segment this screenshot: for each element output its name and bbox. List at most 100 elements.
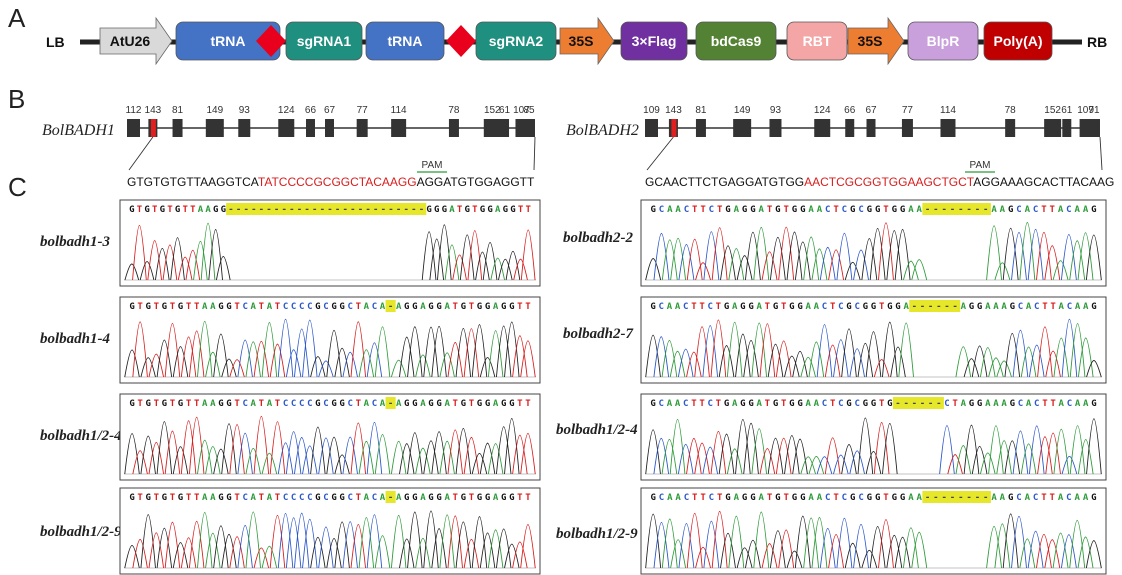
svg-text:T: T	[781, 399, 787, 409]
svg-text:A: A	[732, 302, 738, 312]
sample-label: bolbadh1-4	[40, 331, 111, 347]
exon-length-label: 81	[695, 105, 707, 116]
svg-text:-: -	[289, 205, 294, 215]
svg-text:G: G	[850, 205, 855, 215]
svg-text:G: G	[742, 493, 747, 503]
svg-text:-: -	[228, 205, 233, 215]
chromatogram-5: bolbadh2-2G C A A C T T C T G A G G A T G T G G A A C T C G C G G T G…	[563, 199, 1107, 287]
svg-text:C: C	[1066, 493, 1071, 503]
svg-text:C: C	[307, 493, 312, 503]
svg-text:G: G	[162, 399, 167, 409]
svg-text:-: -	[358, 205, 363, 215]
svg-text:T: T	[517, 493, 523, 503]
svg-text:A: A	[808, 205, 814, 215]
svg-text:T: T	[879, 302, 885, 312]
svg-text:C: C	[854, 399, 859, 409]
svg-text:T: T	[518, 205, 524, 215]
svg-text:A: A	[1075, 399, 1081, 409]
exon-length-label: 91	[1088, 105, 1100, 116]
svg-text:G: G	[748, 399, 753, 409]
panel-label-a: A	[8, 3, 26, 33]
svg-text:A: A	[1000, 493, 1006, 503]
svg-text:A: A	[202, 399, 208, 409]
svg-text:G: G	[412, 302, 417, 312]
sequence-flank-5p: GCAACTTCTGAGGATGTGG	[645, 175, 804, 189]
svg-text:G: G	[315, 399, 320, 409]
exon-length-label: 67	[324, 105, 336, 116]
svg-text:A: A	[917, 493, 923, 503]
svg-text:T: T	[137, 399, 143, 409]
svg-text:-: -	[936, 302, 941, 312]
svg-text:G: G	[509, 302, 514, 312]
svg-text:T: T	[781, 302, 787, 312]
svg-text:-: -	[983, 493, 988, 503]
svg-text:A: A	[734, 205, 740, 215]
svg-text:T: T	[234, 399, 240, 409]
svg-text:G: G	[850, 493, 855, 503]
svg-text:A: A	[985, 399, 991, 409]
svg-text:C: C	[1067, 302, 1072, 312]
svg-text:G: G	[226, 302, 231, 312]
gene-model-bolbadh1: BolBADH1 112 143 81 149 93 124 66 67 77 114 78 1526…	[42, 105, 536, 189]
svg-text:C: C	[1016, 493, 1021, 503]
svg-text:T: T	[259, 493, 265, 503]
svg-text:C: C	[709, 205, 714, 215]
chromatogram-frame	[640, 199, 1107, 287]
svg-text:C: C	[1033, 493, 1038, 503]
exon-15	[523, 119, 535, 137]
exon-9	[901, 119, 913, 137]
svg-text:G: G	[800, 205, 805, 215]
svg-text:A: A	[267, 302, 273, 312]
svg-text:T: T	[170, 302, 176, 312]
svg-text:-: -	[388, 493, 393, 503]
svg-text:T: T	[154, 399, 160, 409]
exon-7	[845, 119, 855, 137]
svg-text:C: C	[291, 399, 296, 409]
svg-text:T: T	[525, 493, 531, 503]
deletion-highlight	[892, 397, 944, 409]
sgrna-target-sequence: AACTCGCGGTGGAAGCTGCT	[804, 175, 975, 189]
svg-text:G: G	[339, 399, 344, 409]
deletion-highlight	[922, 203, 991, 215]
svg-text:G: G	[871, 302, 876, 312]
exon-1	[645, 119, 658, 137]
svg-text:A: A	[202, 493, 208, 503]
cleavage-site-marker	[256, 25, 286, 57]
svg-text:G: G	[145, 399, 150, 409]
svg-text:T: T	[194, 399, 200, 409]
svg-text:A: A	[1026, 302, 1032, 312]
exon-length-label: 66	[305, 105, 317, 116]
svg-text:G: G	[485, 493, 490, 503]
pam-label: PAM	[422, 160, 443, 171]
svg-text:C: C	[307, 302, 312, 312]
svg-text:G: G	[477, 302, 482, 312]
svg-text:-: -	[950, 205, 955, 215]
sequence-flank-3p: AGGATGTGGAGGTT	[417, 175, 535, 189]
element-shape	[365, 21, 445, 61]
svg-text:A: A	[364, 302, 370, 312]
svg-text:A: A	[1058, 493, 1064, 503]
svg-text:T: T	[517, 302, 523, 312]
svg-text:G: G	[218, 493, 223, 503]
vector-construct-diagram: LB RB AtU26 tRNA sgRNA1 tRNA sgRNA2 35S 3×Flag…	[46, 16, 1107, 66]
chromatogram-4: bolbadh1/2-9G T G T G T G T T A A G G T C A T A T C C C C G C G G C…	[40, 487, 541, 575]
svg-text:A: A	[202, 302, 208, 312]
svg-text:A: A	[675, 399, 681, 409]
svg-text:G: G	[797, 399, 802, 409]
svg-text:A: A	[667, 399, 673, 409]
svg-text:T: T	[717, 205, 723, 215]
sequence-flank-5p: GTGTGTGTTAAGGTCA	[127, 175, 259, 189]
svg-text:A: A	[903, 302, 909, 312]
svg-text:C: C	[858, 493, 863, 503]
svg-text:G: G	[750, 493, 755, 503]
svg-text:G: G	[875, 205, 880, 215]
svg-text:G: G	[510, 205, 515, 215]
svg-text:-: -	[419, 205, 424, 215]
trace-peaks	[124, 415, 536, 475]
svg-text:A: A	[1001, 302, 1007, 312]
svg-text:C: C	[283, 399, 288, 409]
chromatogram-8: bolbadh1/2-9G C A A C T T C T G A G G A T G T G G A A C T C G C G G…	[556, 487, 1107, 575]
svg-text:G: G	[503, 205, 508, 215]
element-label: tRNA	[388, 33, 423, 49]
svg-text:G: G	[404, 302, 409, 312]
